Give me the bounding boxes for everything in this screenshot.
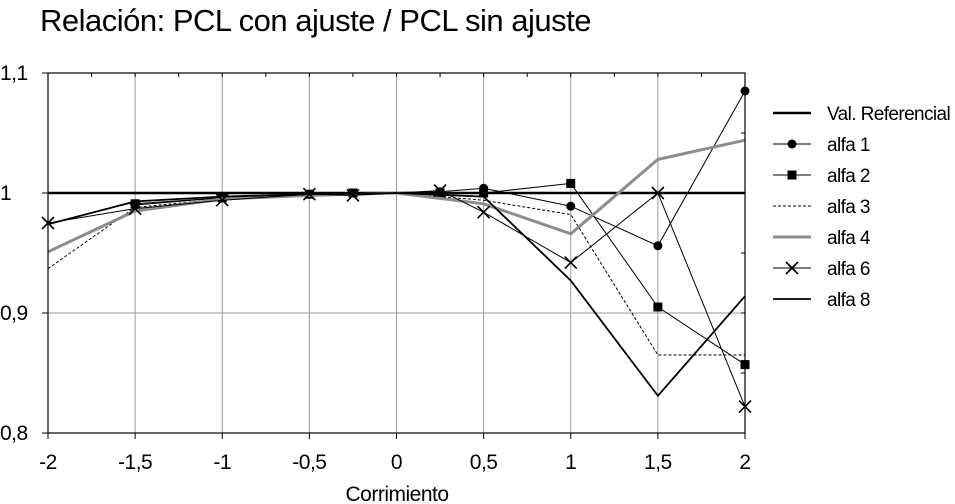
- series-alfa-2: [131, 179, 750, 369]
- y-tick-label: 0,8: [0, 422, 28, 445]
- legend-item-alfa-8: alfa 8: [773, 290, 870, 311]
- legend-item-alfa-2: alfa 2: [773, 166, 870, 187]
- legend-item-alfa-1: alfa 1: [773, 135, 870, 156]
- x-tick-label: 0: [391, 451, 402, 474]
- y-tick-label: 1,1: [0, 62, 28, 85]
- legend-label: alfa 1: [827, 135, 870, 156]
- square-marker: [566, 179, 575, 188]
- x-tick-label: 2: [739, 451, 750, 474]
- legend-item-val-referencial: Val. Referencial: [773, 104, 950, 125]
- square-marker: [653, 303, 662, 312]
- series-line-alfa-2: [135, 183, 745, 364]
- x-tick-label: -1,5: [118, 451, 152, 474]
- tick-labels: -2 -1,5 -1 -0,5 0 0,5 1 1,5 2 1,1 1 0,9 0,8: [0, 62, 751, 474]
- plot-frame: [42, 73, 745, 439]
- chart-title: Relación: PCL con ajuste / PCL sin ajust…: [40, 3, 591, 38]
- x-tick-label: 0,5: [470, 451, 498, 474]
- legend-label: alfa 3: [827, 197, 870, 218]
- x-tick-label: -1: [213, 451, 231, 474]
- legend-label: alfa 4: [827, 228, 871, 249]
- circle-marker: [653, 241, 662, 250]
- series-line-alfa-1: [135, 91, 745, 246]
- legend-label: alfa 8: [827, 290, 870, 311]
- legend-label: Val. Referencial: [827, 104, 950, 125]
- legend-label: alfa 2: [827, 166, 870, 187]
- grid: [48, 73, 745, 433]
- y-tick-label: 1: [0, 182, 11, 205]
- x-tick-label: -0,5: [292, 451, 326, 474]
- circle-marker: [788, 140, 797, 149]
- circle-marker: [566, 202, 575, 211]
- legend-item-alfa-3: alfa 3: [773, 197, 870, 218]
- legend-item-alfa-6: alfa 6: [773, 259, 870, 280]
- x-tick-label: -2: [39, 451, 57, 474]
- legend-label: alfa 6: [827, 259, 870, 280]
- square-marker: [788, 171, 797, 180]
- y-tick-label: 0,9: [0, 302, 28, 325]
- x-axis-label: Corrimiento: [345, 483, 448, 504]
- x-tick-label: 1,5: [644, 451, 672, 474]
- series-alfa-1: [131, 87, 750, 251]
- x-tick-label: 1: [565, 451, 576, 474]
- legend-item-alfa-4: alfa 4: [773, 228, 871, 249]
- legend: Val. Referencial alfa 1 alfa 2 alfa 3 alfa 4…: [773, 104, 950, 311]
